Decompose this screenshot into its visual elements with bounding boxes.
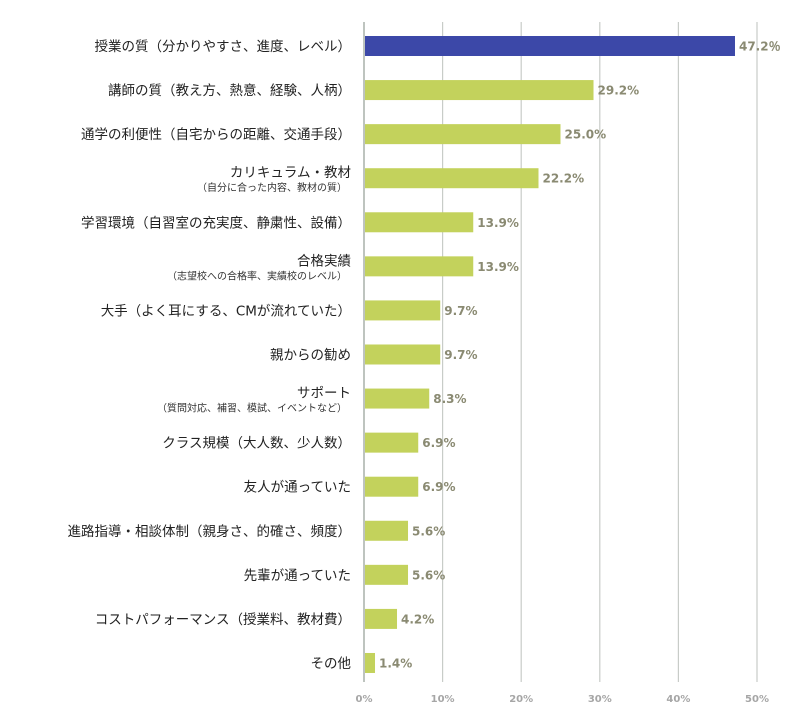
x-tick-label: 0% — [356, 694, 373, 705]
category-label: 合格実績 — [297, 253, 351, 269]
category-label: サポート — [297, 386, 351, 402]
value-label: 1.4% — [379, 656, 412, 670]
value-label: 9.7% — [444, 348, 477, 362]
category-label: 先輩が通っていた — [244, 568, 351, 584]
value-label: 5.6% — [412, 524, 445, 538]
value-label: 29.2% — [598, 84, 640, 98]
value-label: 4.2% — [401, 612, 434, 626]
category-label: 進路指導・相談体制（親身さ、的確さ、頻度） — [68, 524, 352, 540]
value-label: 5.6% — [412, 568, 445, 582]
bar — [365, 608, 398, 629]
category-label: コストパフォーマンス（授業料、教材費） — [95, 612, 351, 628]
category-sublabel: （自分に合った内容、教材の質） — [197, 181, 347, 194]
x-tick-label: 30% — [588, 694, 612, 705]
bar — [365, 80, 594, 101]
category-sublabel: （志望校への合格率、実績校のレベル） — [167, 269, 347, 282]
bar — [365, 168, 539, 189]
value-label: 13.9% — [477, 260, 519, 274]
bar — [365, 564, 409, 585]
x-tick-label: 50% — [745, 694, 769, 705]
value-label: 25.0% — [565, 128, 607, 142]
bar — [365, 520, 409, 541]
category-label: 授業の質（分かりやすさ、進度、レベル） — [95, 39, 352, 55]
bar — [365, 300, 441, 321]
category-label: 友人が通っていた — [244, 480, 351, 496]
value-label: 6.9% — [422, 480, 455, 494]
category-label: カリキュラム・教材 — [230, 165, 351, 181]
value-label: 13.9% — [477, 216, 519, 230]
value-label: 22.2% — [542, 172, 584, 186]
bar — [365, 388, 430, 409]
value-label: 47.2％ — [739, 40, 781, 54]
category-label: 親からの勧め — [270, 346, 351, 363]
x-tick-label: 40% — [666, 694, 690, 705]
bar — [365, 256, 474, 277]
value-label: 8.3% — [433, 392, 466, 406]
category-label: 学習環境（自習室の充実度、静粛性、設備） — [81, 214, 351, 231]
bar — [365, 212, 474, 233]
category-label: 講師の質（教え方、熱意、経験、人柄） — [108, 82, 351, 99]
category-label: 大手（よく耳にする、CMが流れていた） — [101, 303, 351, 319]
bar — [365, 344, 441, 365]
bar — [365, 652, 376, 673]
bar — [365, 36, 735, 56]
value-label: 9.7% — [444, 304, 477, 318]
bar — [365, 432, 419, 453]
category-label: 通学の利便性（自宅からの距離、交通手段） — [81, 126, 351, 143]
x-tick-label: 10% — [431, 694, 455, 705]
bar — [365, 124, 561, 145]
category-label: クラス規模（大人数、少人数） — [162, 436, 351, 452]
x-tick-label: 20% — [509, 694, 533, 705]
category-sublabel: （質問対応、補習、模試、イベントなど） — [157, 402, 347, 415]
bar — [365, 476, 419, 497]
value-label: 6.9% — [422, 436, 455, 450]
category-label: その他 — [311, 656, 352, 672]
